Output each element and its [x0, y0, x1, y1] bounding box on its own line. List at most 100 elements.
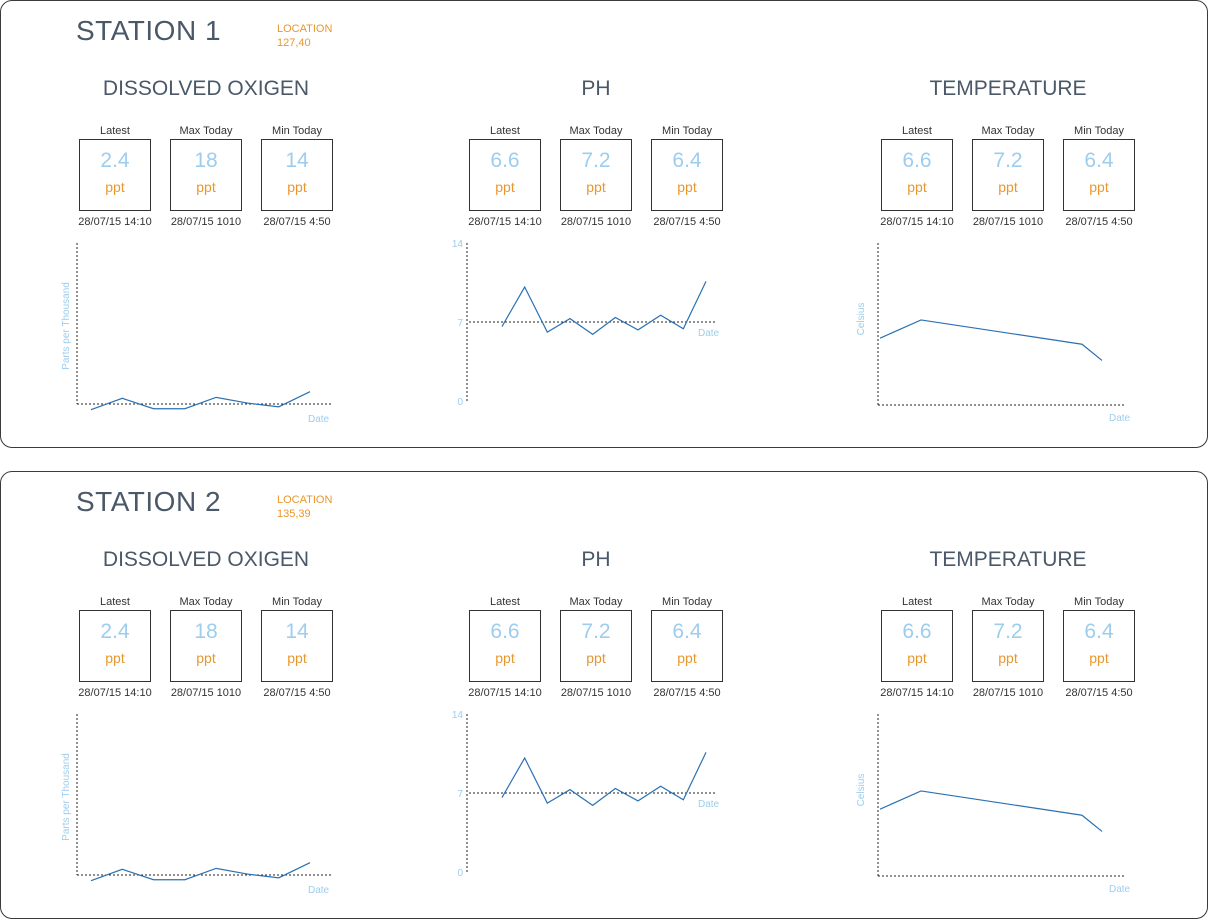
- stat-value: 14: [285, 149, 309, 172]
- stat-unit: ppt: [495, 650, 515, 666]
- stat-label: Latest: [902, 596, 932, 608]
- stat-box[interactable]: 14 ppt: [261, 139, 333, 211]
- stat-box[interactable]: 7.2 ppt: [560, 139, 632, 211]
- x-axis-label: Date: [698, 328, 720, 339]
- stat-box[interactable]: 6.6 ppt: [881, 139, 953, 211]
- station-title: STATION 2: [76, 486, 222, 517]
- stat-time: 28/07/15 1010: [972, 216, 1044, 228]
- stat-tile: Min Today 6.4 ppt 28/07/15 4:50: [651, 595, 723, 699]
- x-axis-label: Date: [308, 414, 330, 425]
- stat-box[interactable]: 7.2 ppt: [972, 610, 1044, 682]
- stat-tile: Min Today 6.4 ppt 28/07/15 4:50: [1063, 595, 1135, 699]
- section-title: PH: [581, 77, 611, 100]
- data-series-line: [879, 319, 1103, 361]
- line-chart: Date Celsius: [856, 714, 1131, 895]
- stat-tile: Latest 6.6 ppt 28/07/15 14:10: [880, 595, 953, 699]
- line-chart: Date Parts per Thousand: [61, 714, 331, 896]
- y-axis-label: Parts per Thousand: [61, 282, 72, 370]
- sensor-section: DISSOLVED OXIGEN Latest 2.4 ppt 28/07/15 14:…: [71, 472, 341, 918]
- stat-box[interactable]: 2.4 ppt: [79, 610, 151, 682]
- stat-time: 28/07/15 14:10: [880, 216, 954, 228]
- sensor-section: TEMPERATURE Latest 6.6 ppt 28/07/15 14:10 Max…: [873, 472, 1143, 918]
- stat-label: Max Today: [569, 125, 623, 137]
- location-value: 135,39: [277, 508, 311, 520]
- y-tick-label: 14: [452, 710, 464, 721]
- location-value: 127,40: [277, 37, 311, 49]
- section-title: DISSOLVED OXIGEN: [102, 77, 310, 100]
- stat-value: 7.2: [993, 149, 1023, 172]
- station-card: STATION 2 LOCATION 135,39 DISSOLVED OXIGEN L…: [0, 471, 1208, 919]
- stat-unit: ppt: [907, 179, 927, 195]
- stat-box[interactable]: 7.2 ppt: [972, 139, 1044, 211]
- charts-layer: Date Parts per Thousand Date 14 7 0 Date Celsiu…: [61, 710, 1131, 896]
- stat-value: 7.2: [581, 149, 611, 172]
- stat-box[interactable]: 6.4 ppt: [1063, 139, 1135, 211]
- stat-tile: Min Today 14 ppt 28/07/15 4:50: [261, 124, 333, 228]
- location-label: LOCATION: [277, 494, 333, 506]
- stat-time: 28/07/15 4:50: [653, 216, 721, 228]
- section-title: DISSOLVED OXIGEN: [102, 548, 310, 571]
- stat-value: 2.4: [100, 149, 130, 172]
- stat-tile: Latest 6.6 ppt 28/07/15 14:10: [468, 124, 541, 228]
- charts-layer: Date Parts per Thousand Date 14 7 0 Date Celsiu…: [61, 239, 1131, 425]
- stat-unit: ppt: [196, 650, 216, 666]
- stat-unit: ppt: [998, 650, 1018, 666]
- line-chart: Date Parts per Thousand: [61, 243, 331, 425]
- stat-value: 6.4: [672, 620, 702, 643]
- stat-tile: Latest 6.6 ppt 28/07/15 14:10: [880, 124, 953, 228]
- stat-unit: ppt: [677, 179, 697, 195]
- data-series-line: [90, 391, 311, 411]
- stat-tile: Max Today 7.2 ppt 28/07/15 1010: [972, 124, 1044, 228]
- stat-box[interactable]: 6.6 ppt: [469, 139, 541, 211]
- stat-box[interactable]: 7.2 ppt: [560, 610, 632, 682]
- location-label: LOCATION: [277, 23, 333, 35]
- stat-box[interactable]: 6.6 ppt: [881, 610, 953, 682]
- stat-unit: ppt: [1089, 179, 1109, 195]
- station-title: STATION 1: [76, 15, 222, 46]
- stat-unit: ppt: [586, 179, 606, 195]
- y-axis-label: Parts per Thousand: [61, 753, 72, 841]
- stat-time: 28/07/15 4:50: [263, 687, 331, 699]
- stat-label: Latest: [902, 125, 932, 137]
- data-series-line: [90, 862, 311, 882]
- y-axis-label: Celsius: [856, 303, 867, 336]
- stat-time: 28/07/15 1010: [170, 687, 242, 699]
- stat-box[interactable]: 6.4 ppt: [651, 139, 723, 211]
- stat-label: Max Today: [569, 596, 623, 608]
- stat-box[interactable]: 18 ppt: [170, 139, 242, 211]
- stat-box[interactable]: 6.4 ppt: [1063, 610, 1135, 682]
- sensor-section: PH Latest 6.6 ppt 28/07/15 14:10 Max Today 7.2…: [461, 472, 731, 918]
- stat-unit: ppt: [677, 650, 697, 666]
- stat-box[interactable]: 14 ppt: [261, 610, 333, 682]
- stat-label: Min Today: [1074, 596, 1124, 608]
- stat-value: 6.6: [902, 620, 932, 643]
- stat-tile: Max Today 18 ppt 28/07/15 1010: [170, 595, 242, 699]
- stat-label: Latest: [490, 125, 520, 137]
- stat-time: 28/07/15 4:50: [1065, 216, 1133, 228]
- stat-time: 28/07/15 4:50: [263, 216, 331, 228]
- stat-value: 7.2: [993, 620, 1023, 643]
- station-card: STATION 1 LOCATION 127,40 DISSOLVED OXIGEN L…: [0, 0, 1208, 448]
- stat-box[interactable]: 2.4 ppt: [79, 139, 151, 211]
- stat-label: Latest: [490, 596, 520, 608]
- x-axis-label: Date: [1109, 413, 1131, 424]
- stat-box[interactable]: 18 ppt: [170, 610, 242, 682]
- stat-value: 2.4: [100, 620, 130, 643]
- stat-label: Min Today: [272, 596, 322, 608]
- section-title: PH: [581, 548, 611, 571]
- stat-box[interactable]: 6.4 ppt: [651, 610, 723, 682]
- sensor-section: DISSOLVED OXIGEN Latest 2.4 ppt 28/07/15 14:…: [71, 1, 341, 447]
- stat-time: 28/07/15 14:10: [880, 687, 954, 699]
- stat-value: 6.4: [1084, 620, 1114, 643]
- data-series-line: [501, 281, 707, 336]
- stat-label: Max Today: [981, 125, 1035, 137]
- x-axis-label: Date: [1109, 884, 1131, 895]
- stat-value: 7.2: [581, 620, 611, 643]
- stat-box[interactable]: 6.6 ppt: [469, 610, 541, 682]
- y-tick-label: 14: [452, 239, 464, 250]
- stat-time: 28/07/15 14:10: [468, 216, 542, 228]
- stat-tile: Min Today 6.4 ppt 28/07/15 4:50: [1063, 124, 1135, 228]
- stat-time: 28/07/15 4:50: [653, 687, 721, 699]
- stat-value: 6.6: [490, 149, 520, 172]
- stat-unit: ppt: [998, 179, 1018, 195]
